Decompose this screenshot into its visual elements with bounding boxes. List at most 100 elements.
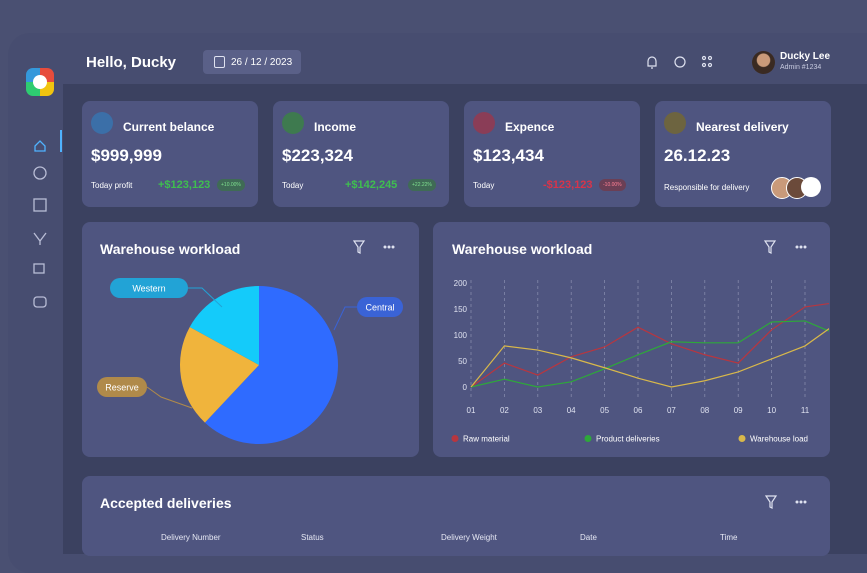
card-label: Today profit [91,181,133,190]
header-icons [647,55,713,69]
x-tick-label: 09 [734,406,743,415]
date-picker[interactable]: 26 / 12 / 2023 [203,50,301,74]
legend-dot [584,435,592,442]
legend-dot [451,435,459,442]
card: Current belance $999,999 Today profit +$… [82,101,258,207]
more-icon[interactable] [795,500,807,504]
nav-grid[interactable] [33,198,47,212]
card-value: 26.12.23 [664,146,731,165]
x-tick-label: 03 [533,406,542,415]
card-icon [282,112,304,134]
filter-icon[interactable] [352,240,366,254]
card-title: Nearest delivery [696,120,789,134]
card-value: $223,324 [282,146,353,165]
line-series [470,320,829,388]
card-value: $123,434 [473,146,544,165]
notifications-icon[interactable] [647,56,657,69]
legend-label: Product deliveries [596,435,660,444]
card-icon [664,112,686,134]
greeting: Hello, Ducky [86,54,177,71]
card-label: Today [473,181,495,190]
logo[interactable] [26,68,54,96]
leader-line [188,287,223,308]
x-tick-label: 04 [567,406,576,415]
x-tick-label: 07 [667,406,676,415]
card-label: Responsible for delivery [664,183,750,192]
legend-label: Warehouse load [750,435,808,444]
x-tick-label: 02 [500,406,509,415]
pie-slice [204,286,339,445]
legend-label: Raw material [463,435,510,444]
date-text: 26 / 12 / 2023 [231,57,293,68]
table-title: Accepted deliveries [100,495,232,511]
line-series [470,327,829,388]
card-title: Income [314,120,357,134]
card-value: $999,999 [91,146,162,165]
card-change: -$123,123 [543,179,593,191]
card: Income $223,324 Today +$142,245 +22.22% [273,101,449,207]
nav-active-indicator [60,130,62,152]
more-avatars[interactable] [801,177,821,197]
pie-label: Central [365,303,394,313]
card-title: Expence [505,120,555,134]
x-tick-label: 05 [600,406,609,415]
calendar-icon [214,56,225,68]
card-icon [91,112,113,134]
nav-analytics[interactable] [33,166,47,180]
nav-support[interactable] [33,296,47,308]
more-icon[interactable] [795,245,807,249]
card-change: +$123,123 [158,179,211,191]
y-tick-label: 50 [458,357,467,366]
y-tick-label: 200 [454,279,468,288]
pie-label: Reserve [105,383,139,393]
support-icon[interactable] [674,56,686,68]
nav-delivery[interactable] [33,263,45,274]
filter-icon[interactable] [763,240,777,254]
card-badge: -10.00% [599,179,626,191]
nav-home[interactable] [34,140,46,152]
apps-icon[interactable] [701,55,713,68]
label-pill [357,297,403,317]
column-header: Date [580,533,597,542]
pie-label: Western [132,284,165,294]
x-tick-label: 08 [700,406,709,415]
more-icon[interactable] [383,245,395,249]
y-tick-label: 0 [463,383,468,392]
line-series [470,302,829,388]
card-badge: +22.22% [408,179,436,191]
label-pill [97,377,147,397]
column-header: Delivery Weight [441,533,497,542]
panel-title: Warehouse workload [452,241,593,257]
user-role: Admin #1234 [780,64,822,71]
user-name: Ducky Lee [780,51,831,62]
leader-line [146,386,193,409]
column-header: Status [301,533,324,542]
card-title: Current belance [123,120,215,134]
logo-core [33,75,47,89]
x-tick-label: 10 [767,406,776,415]
legend-dot [738,435,746,442]
label-pill [110,278,188,298]
page: Hello, Ducky 26 / 12 / 2023 Ducky Lee Ad… [26,50,867,556]
pie-slice [189,286,259,365]
sidebar [33,130,62,308]
user-avatar[interactable] [752,51,775,74]
plot [470,302,829,388]
filter-icon[interactable] [764,495,778,509]
y-tick-label: 100 [454,331,468,340]
card-badge: +10.00% [217,179,245,191]
card: Expence $123,434 Today -$123,123 -10.00% [464,101,640,207]
card-change: +$142,245 [345,179,398,191]
panel: Warehouse workload [433,222,830,457]
leader-line [333,306,357,331]
x-tick-label: 06 [634,406,643,415]
x-tick-label: 01 [467,406,476,415]
x-tick-label: 11 [801,406,810,415]
card-label: Today [282,181,304,190]
column-header: Delivery Number [161,533,221,542]
nav-flow[interactable] [33,232,47,245]
column-header: Time [720,533,738,542]
pie-slice [179,326,259,423]
card: Nearest delivery 26.12.23 Responsible fo… [655,101,831,207]
